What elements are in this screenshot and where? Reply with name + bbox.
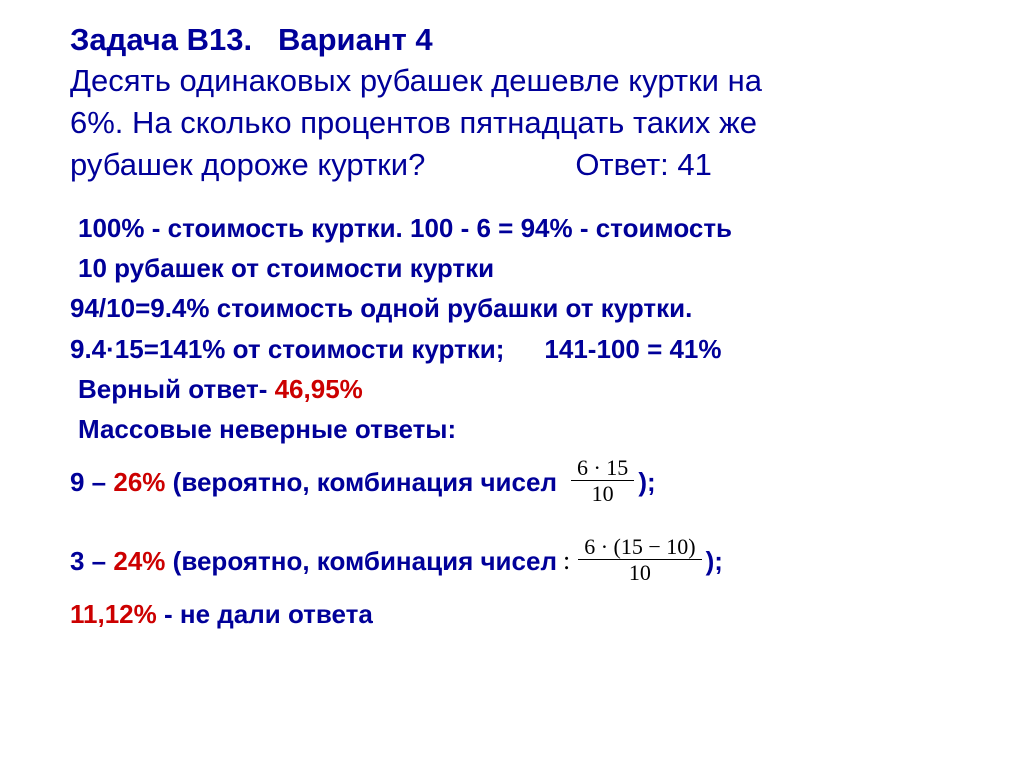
wrong1-text: 9 – 26% (вероятно, комбинация чисел	[70, 467, 557, 498]
wrong2-tail: (вероятно, комбинация чисел	[173, 546, 557, 576]
wrong2-frac-num: 6 · (15 − 10)	[578, 535, 701, 560]
problem-line-3a: рубашек дороже куртки?	[70, 147, 425, 182]
wrong2-close: );	[706, 546, 723, 577]
wrong1-pct: 26%	[113, 467, 165, 497]
wrong3-pct: 11,12%	[70, 599, 157, 629]
wrong1-frac-num: 6 · 15	[571, 456, 634, 481]
problem-line-1: Десять одинаковых рубашек дешевле куртки…	[70, 60, 964, 102]
correct-value: 46,95%	[275, 374, 363, 404]
task-label: Задача В13.	[70, 22, 252, 57]
solution-line-1: 100% - стоимость куртки. 100 - 6 = 94% -…	[70, 208, 964, 248]
correct-answer-line: Верный ответ- 46,95%	[70, 369, 964, 409]
mass-wrong-label: Массовые неверные ответы:	[70, 409, 964, 449]
slide-container: Задача В13. Вариант 4 Десять одинаковых …	[0, 0, 1024, 654]
variant-label: Вариант 4	[278, 22, 433, 57]
answer-label: Ответ: 41	[575, 144, 712, 186]
wrong2-pct: 24%	[113, 546, 165, 576]
wrong1-frac-den: 10	[571, 481, 634, 505]
solution-line-3: 94/10=9.4% стоимость одной рубашки от ку…	[70, 288, 964, 328]
solution-4b: 141-100 = 41%	[544, 334, 721, 364]
solution-line-2: 10 рубашек от стоимости куртки	[70, 248, 964, 288]
wrong2-colon: :	[563, 546, 570, 576]
wrong-answer-3: 11,12% - не дали ответа	[70, 594, 964, 634]
problem-line-3: рубашек дороже куртки? Ответ: 41	[70, 144, 964, 186]
wrong2-prefix: 3 –	[70, 546, 106, 576]
solution-line-4: 9.4·15=141% от стоимости куртки; 141-100 …	[70, 329, 964, 369]
wrong3-tail: - не дали ответа	[164, 599, 373, 629]
wrong1-tail: (вероятно, комбинация чисел	[173, 467, 557, 497]
wrong1-prefix: 9 –	[70, 467, 106, 497]
problem-line-2: 6%. На сколько процентов пятнадцать таки…	[70, 102, 964, 144]
solution-4a: 9.4·15=141% от стоимости куртки;	[70, 334, 504, 364]
wrong-answer-1: 9 – 26% (вероятно, комбинация чисел 6 · …	[70, 458, 964, 507]
task-header: Задача В13. Вариант 4	[70, 20, 964, 60]
correct-label: Верный ответ-	[78, 374, 267, 404]
solution-block: 100% - стоимость куртки. 100 - 6 = 94% -…	[70, 208, 964, 634]
wrong1-close: );	[638, 467, 655, 498]
wrong2-frac-den: 10	[578, 560, 701, 584]
wrong2-text: 3 – 24% (вероятно, комбинация чисел	[70, 546, 557, 577]
wrong1-fraction: 6 · 15 10	[571, 456, 634, 505]
wrong-answer-2: 3 – 24% (вероятно, комбинация чисел : 6 …	[70, 537, 964, 586]
wrong2-fraction: 6 · (15 − 10) 10	[578, 535, 701, 584]
